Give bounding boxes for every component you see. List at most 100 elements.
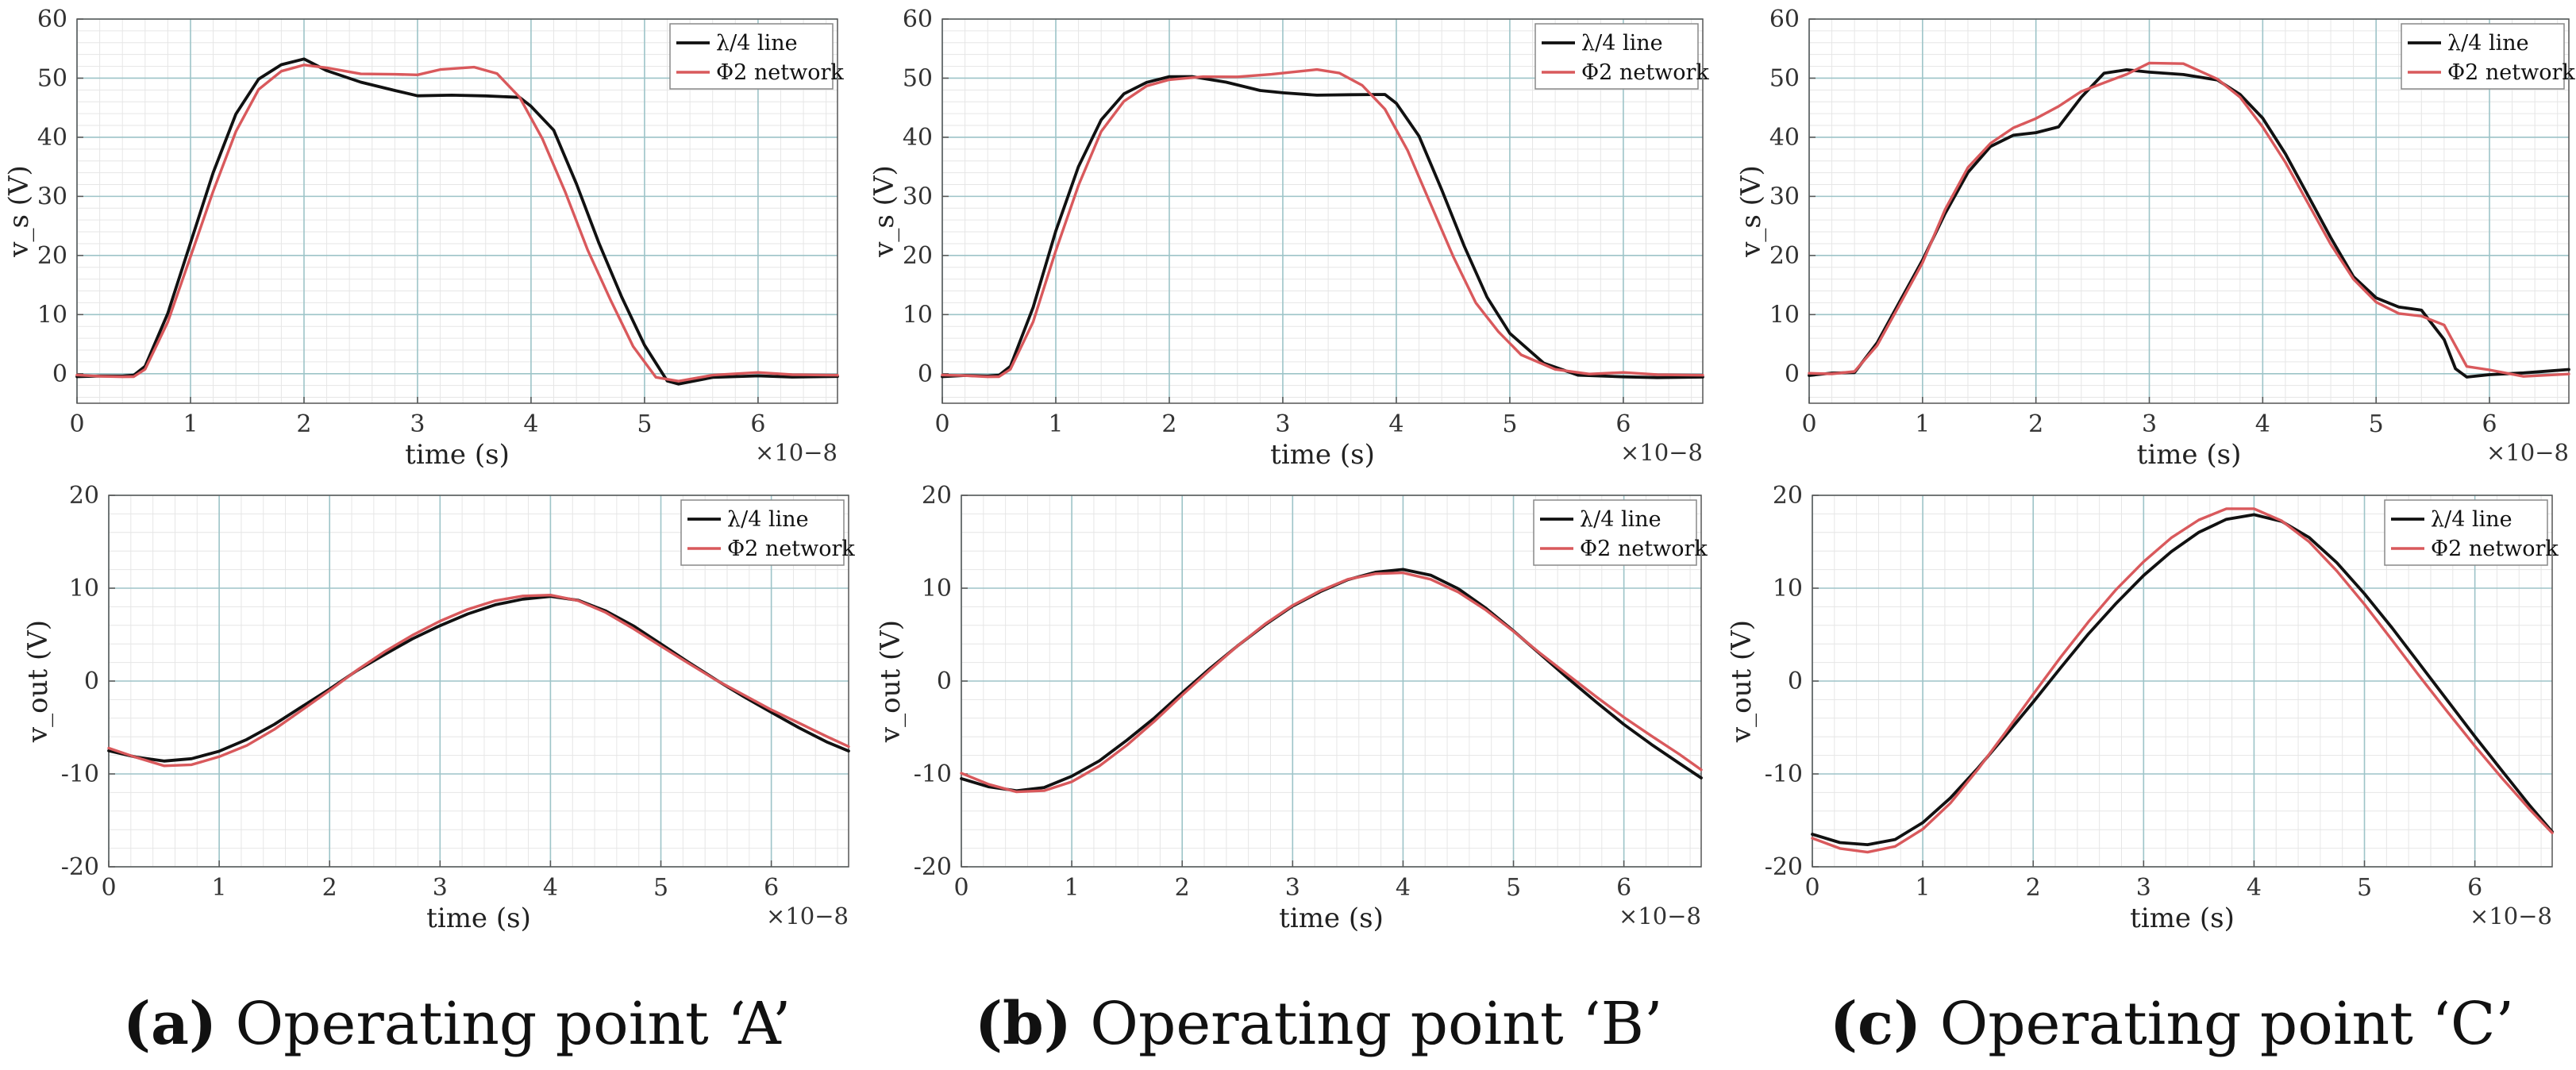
y-tick-label: 0 [1785,360,1800,388]
y-axis-label: v_out (V) [1726,620,1758,743]
x-tick-label: 2 [2026,874,2041,902]
y-tick-label: -10 [914,760,952,788]
x-axis-label: time (s) [426,903,531,934]
series-lambda-quarter-line [941,75,1704,379]
y-tick-label: 50 [37,64,67,92]
y-tick-label: 50 [903,64,933,92]
x-tick-label: 0 [1801,410,1816,438]
legend-box [1534,23,1699,90]
x-tick-label: 4 [543,874,558,902]
y-axis-label: v_out (V) [875,620,907,743]
x-tick-label: 2 [1175,874,1190,902]
legend-label: Φ2 network [1580,537,1708,561]
y-tick-label: 0 [1788,668,1803,695]
y-tick-label: 20 [1769,242,1800,270]
legend-box [2384,499,2548,566]
x-tick-label: 0 [101,874,116,902]
x-tick-label: 6 [764,874,779,902]
x-axis-label: time (s) [405,439,510,471]
x-tick-label: 4 [1388,410,1404,438]
x-tick-label: 5 [2369,410,2384,438]
legend-box [669,23,834,90]
x-tick-label: 1 [1916,874,1931,902]
x-tick-label: 6 [750,410,765,438]
chart-a-bottom: 0 1 2 3 4 5 6 -20 -10 0 10 20 ×10−8 time (s) v_out (V)… [22,482,855,934]
x-tick-label: 3 [2142,410,2157,438]
y-tick-label: 30 [903,183,933,210]
y-tick-label: -10 [1765,760,1803,788]
x-multiplier: ×10−8 [766,903,849,930]
y-tick-label: 60 [903,6,933,33]
series-phi2-network [941,67,1704,379]
legend: λ/4 line Φ2 network [2401,23,2575,90]
caption-a: (a) Operating point ‘A’ [123,990,791,1058]
y-axis-label: v_s (V) [1735,165,1767,258]
x-tick-label: 3 [2136,874,2151,902]
x-tick-label: 1 [212,874,227,902]
legend-label: Φ2 network [2447,60,2575,85]
series-phi2-network [107,594,850,768]
y-tick-label: 20 [922,482,952,510]
legend: λ/4 line Φ2 network [680,499,855,566]
y-tick-label: 20 [1773,482,1803,510]
x-axis-label: time (s) [2130,903,2235,934]
x-tick-label: 6 [1616,874,1631,902]
x-tick-label: 5 [2357,874,2372,902]
series-phi2-network [960,571,1703,794]
x-tick-label: 1 [1048,410,1063,438]
legend-label: Φ2 network [1581,60,1709,85]
x-tick-label: 4 [1396,874,1411,902]
y-tick-label: 10 [69,575,99,602]
caption-c-letter: (c) [1830,990,1921,1058]
series-lambda-quarter-line [75,57,839,386]
legend-box [680,499,845,566]
axes-frame [941,18,1704,404]
x-tick-label: 5 [1506,874,1521,902]
y-tick-label: 10 [903,301,933,329]
x-multiplier: ×10−8 [1619,903,1701,930]
y-axis-label: v_out (V) [22,620,54,743]
x-tick-label: 5 [637,410,652,438]
legend-label: λ/4 line [1580,507,1662,532]
x-tick-label: 0 [953,874,968,902]
legend-label: Φ2 network [2431,537,2559,561]
caption-c: (c) Operating point ‘C’ [1830,990,2514,1058]
legend-label: λ/4 line [2431,507,2512,532]
legend-label: Φ2 network [716,60,844,85]
y-tick-label: 20 [69,482,99,510]
x-tick-label: 2 [296,410,311,438]
x-multiplier: ×10−8 [755,439,837,466]
x-multiplier: ×10−8 [1620,439,1703,466]
y-tick-label: 40 [1769,124,1800,152]
caption-b-text: Operating point ‘B’ [1072,990,1663,1058]
x-tick-label: 6 [2467,874,2482,902]
caption-c-text: Operating point ‘C’ [1921,990,2514,1058]
legend-label: λ/4 line [727,507,809,532]
legend: λ/4 line Φ2 network [2384,499,2559,566]
legend-label: Φ2 network [727,537,855,561]
x-tick-label: 3 [1275,410,1290,438]
x-tick-label: 6 [2482,410,2497,438]
y-tick-label: 0 [52,360,67,388]
y-tick-label: 30 [37,183,67,210]
x-tick-label: 3 [1285,874,1300,902]
x-tick-label: 0 [1804,874,1819,902]
x-tick-label: 4 [2255,410,2270,438]
legend-label: λ/4 line [1581,31,1663,56]
x-axis-label: time (s) [1270,439,1375,471]
chart-c-bottom: 0 1 2 3 4 5 6 -20 -10 0 10 20 ×10−8 time (s) v_out (V)… [1726,482,2559,934]
y-tick-label: -20 [1765,853,1803,881]
legend-label: λ/4 line [716,31,798,56]
y-tick-label: -10 [61,760,99,788]
series-lambda-quarter-line [1811,513,2554,846]
chart-b-bottom: 0 1 2 3 4 5 6 -20 -10 0 10 20 ×10−8 time (s) v_out (V)… [875,482,1708,934]
y-tick-label: -20 [914,853,952,881]
caption-b: (b) Operating point ‘B’ [975,990,1663,1058]
x-tick-label: 3 [433,874,448,902]
legend-box [1533,499,1697,566]
series-phi2-network [1808,61,2570,378]
axes-frame [76,18,838,404]
